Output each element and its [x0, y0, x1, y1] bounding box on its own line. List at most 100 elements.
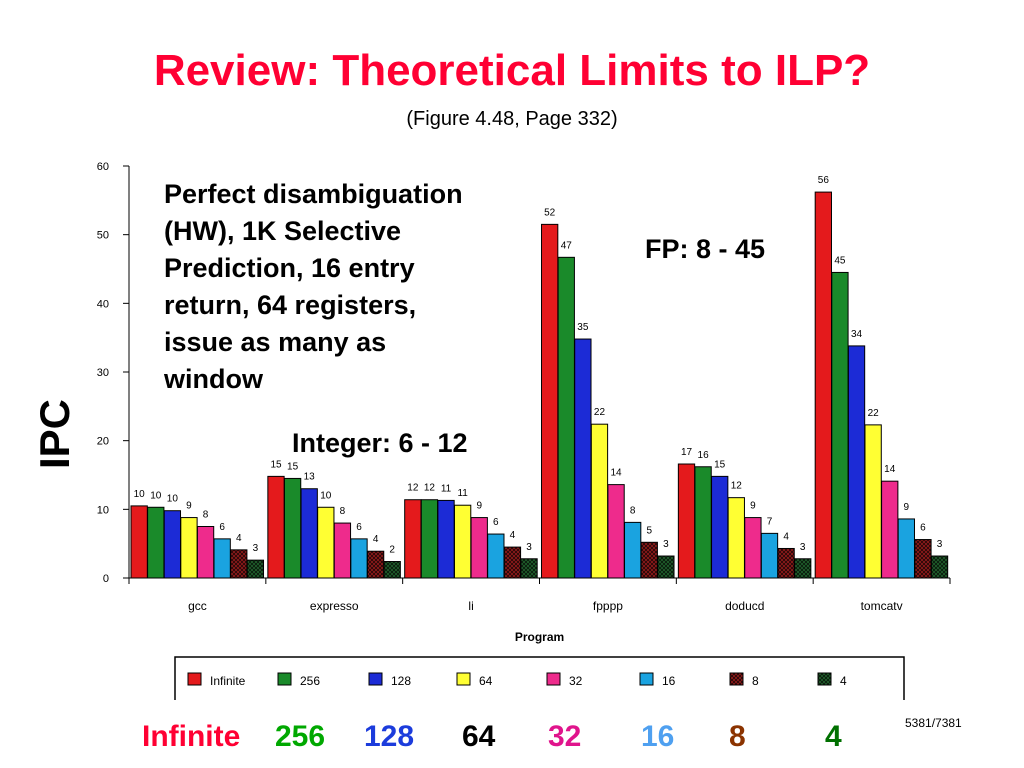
- data-label: 17: [681, 447, 693, 458]
- bar-li-128: [437, 499, 455, 579]
- data-label: 34: [851, 329, 863, 340]
- y-tick-label: 50: [97, 230, 109, 242]
- x-tick-label: expresso: [310, 599, 359, 613]
- data-label: 12: [407, 483, 419, 494]
- slide-subtitle: (Figure 4.48, Page 332): [406, 108, 618, 130]
- data-label: 16: [698, 450, 710, 461]
- data-label: 9: [476, 501, 482, 512]
- note-line: Perfect disambiguation: [164, 179, 463, 209]
- bar-li-256: [420, 499, 439, 579]
- x-axis-title: Program: [515, 630, 564, 644]
- data-label: 15: [287, 461, 299, 472]
- y-tick-label: 20: [97, 436, 109, 448]
- note-line: return, 64 registers,: [164, 290, 417, 320]
- x-tick-label: fpppp: [593, 599, 623, 613]
- bar-doducd-32: [744, 517, 762, 579]
- bar-fpppp-4: [657, 555, 675, 579]
- legend-label: 8: [752, 674, 759, 688]
- bar-li-4: [520, 558, 538, 579]
- bar-gcc-8: [230, 549, 248, 579]
- legend-label: Infinite: [210, 674, 246, 688]
- data-label: 45: [834, 255, 846, 266]
- data-label: 52: [544, 207, 556, 218]
- data-label: 6: [356, 522, 362, 533]
- bar-expresso-4: [383, 561, 401, 579]
- data-label: 13: [304, 472, 316, 483]
- legend-box: [174, 656, 905, 700]
- configuration-note: Perfect disambiguation (HW), 1K Selectiv…: [164, 176, 554, 398]
- bar-fpppp-256: [557, 256, 575, 579]
- note-line: issue as many as: [164, 327, 387, 357]
- bar-li-64: [453, 504, 472, 579]
- bar-doducd-8: [777, 547, 795, 579]
- data-label: 9: [186, 501, 192, 512]
- y-tick-label: 10: [97, 504, 109, 516]
- legend-swatch-8: [729, 672, 744, 686]
- y-tick-label: 0: [103, 573, 109, 585]
- bar-fpppp-16: [624, 521, 642, 579]
- data-label: 12: [424, 483, 436, 494]
- note-line: window: [164, 364, 263, 394]
- data-label: 4: [510, 530, 516, 541]
- legend-swatch-16: [639, 672, 654, 686]
- bar-doducd-128: [711, 475, 729, 579]
- data-label: 47: [561, 240, 573, 251]
- bar-expresso-64: [317, 506, 335, 579]
- data-label: 10: [150, 490, 162, 501]
- color-key-infinite: Infinite: [142, 720, 241, 753]
- x-tick-label: gcc: [188, 599, 207, 613]
- bar-gcc-4: [246, 559, 265, 579]
- data-label: 15: [714, 459, 726, 470]
- bar-li-8: [503, 546, 522, 579]
- data-label: 14: [884, 464, 896, 475]
- bar-doducd-16: [760, 532, 779, 579]
- color-key-8: 8: [729, 720, 746, 753]
- bar-expresso-128: [300, 488, 318, 579]
- y-tick-label: 60: [97, 161, 109, 173]
- data-label: 35: [577, 322, 589, 333]
- data-label: 11: [457, 488, 468, 499]
- y-axis-label: IPC: [31, 399, 78, 470]
- legend-swatch-64: [456, 672, 471, 686]
- note-line: Prediction, 16 entry: [164, 253, 415, 283]
- data-label: 8: [203, 510, 209, 521]
- data-label: 7: [767, 516, 773, 527]
- data-label: 4: [783, 531, 789, 542]
- bar-gcc-infinite: [130, 505, 148, 579]
- data-label: 6: [493, 517, 499, 528]
- bar-li-32: [470, 517, 488, 579]
- bar-tomcatv-64: [864, 424, 882, 579]
- data-label: 3: [526, 542, 532, 553]
- data-label: 10: [320, 490, 332, 501]
- data-label: 14: [611, 468, 623, 479]
- data-label: 4: [373, 534, 379, 545]
- note-line: (HW), 1K Selective: [164, 216, 402, 246]
- legend-label: 16: [662, 674, 676, 688]
- data-label: 11: [441, 483, 452, 494]
- y-tick-label: 30: [97, 367, 109, 379]
- legend-swatch-4: [817, 672, 832, 686]
- bar-tomcatv-4: [930, 555, 949, 579]
- slide-title: Review: Theoretical Limits to ILP?: [153, 46, 871, 95]
- bar-gcc-32: [196, 526, 215, 579]
- color-key-32: 32: [548, 720, 582, 753]
- x-tick-label: li: [468, 599, 473, 613]
- x-tick-label: tomcatv: [861, 599, 903, 613]
- data-label: 3: [937, 539, 943, 550]
- bar-fpppp-128: [574, 338, 592, 579]
- bar-doducd-infinite: [677, 463, 696, 579]
- color-key: Infinite 256 128 64 32 16 8 4: [0, 720, 1024, 760]
- slide-number: 5381/7381: [905, 716, 962, 730]
- data-label: 5: [646, 525, 652, 536]
- bar-expresso-16: [350, 538, 368, 579]
- data-label: 4: [236, 533, 242, 544]
- data-label: 3: [800, 542, 806, 553]
- bar-li-16: [487, 533, 505, 579]
- data-label: 6: [920, 523, 926, 534]
- data-label: 8: [340, 506, 346, 517]
- color-key-16: 16: [641, 720, 675, 753]
- color-key-4: 4: [825, 720, 842, 753]
- legend-swatch-256: [277, 672, 292, 686]
- bar-tomcatv-infinite: [814, 191, 832, 579]
